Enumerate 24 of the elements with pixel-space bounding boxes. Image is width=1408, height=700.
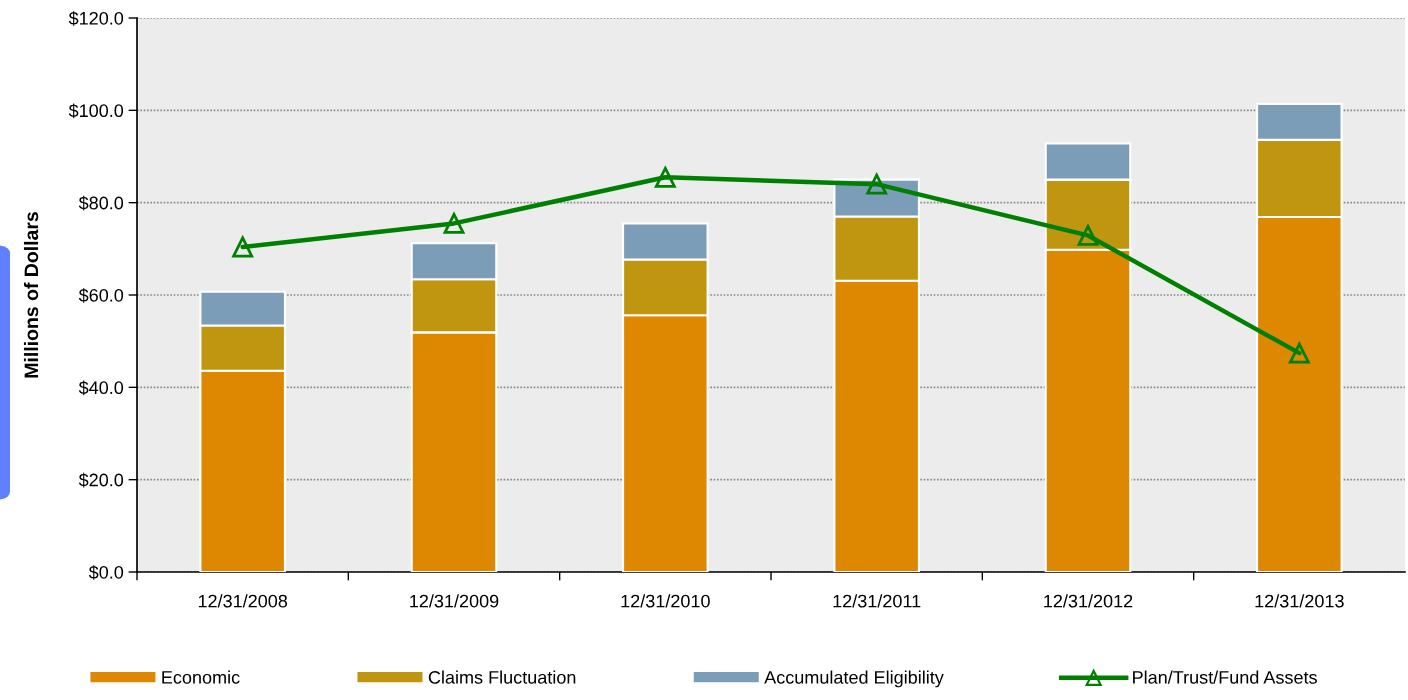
x-tick-label: 12/31/2010 bbox=[621, 594, 710, 608]
legend-label: Economic bbox=[162, 670, 240, 684]
y-tick-label: $0.0 bbox=[88, 565, 124, 580]
y-tick-label: $60.0 bbox=[78, 288, 124, 303]
y-tick-label: $40.0 bbox=[78, 380, 124, 396]
point bbox=[1077, 225, 1099, 246]
point bbox=[1288, 342, 1310, 364]
y-tick-label: $20.0 bbox=[78, 472, 124, 488]
x-tick-label: 12/31/2008 bbox=[198, 594, 288, 608]
point bbox=[654, 166, 676, 188]
point bbox=[866, 173, 888, 195]
point bbox=[443, 213, 465, 234]
x-tick-label: 12/31/2013 bbox=[1255, 594, 1344, 608]
legend-label: Plan/Trust/Fund Assets bbox=[1133, 670, 1317, 684]
x-tick-label: 12/31/2012 bbox=[1044, 594, 1133, 608]
x-tick-label: 12/31/2011 bbox=[833, 594, 921, 608]
point bbox=[231, 234, 254, 258]
legend-label: Claims Fluctuation bbox=[428, 670, 576, 684]
y-tick-label: $120.0 bbox=[68, 11, 124, 26]
x-tick-label: 12/31/2009 bbox=[410, 594, 499, 608]
y-tick-label: $80.0 bbox=[78, 195, 124, 211]
y-tick-label: $100.0 bbox=[68, 103, 124, 119]
y-axis-title: Millions of Dollars bbox=[23, 212, 39, 378]
legend-label: Accumulated Eligibility bbox=[764, 670, 944, 688]
